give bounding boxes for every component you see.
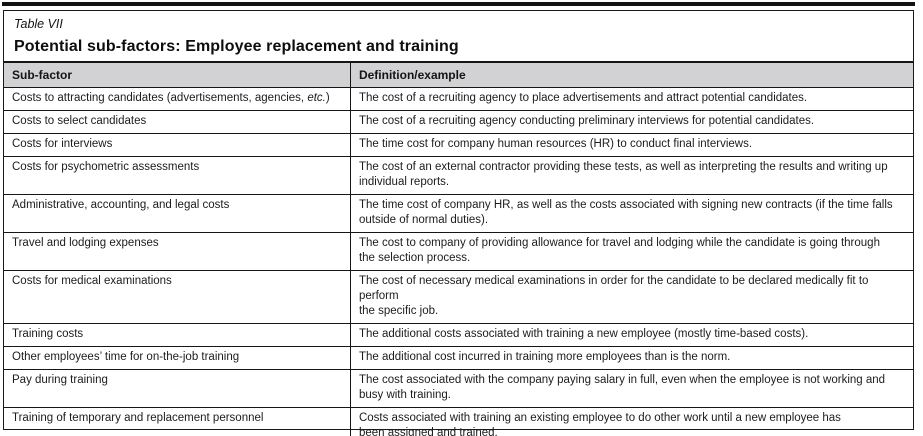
table-row: Costs for medical examinations The cost …: [4, 270, 913, 324]
table-row: Training costs The additional costs asso…: [4, 323, 913, 347]
definition-cell: The cost associated with the company pay…: [349, 369, 913, 408]
table-row: Pay during training The cost associated …: [4, 369, 913, 408]
factor-cell: Administrative, accounting, and legal co…: [4, 194, 351, 233]
definition-cell: The additional costs associated with tra…: [349, 323, 913, 347]
table-row: Costs to select candidates The cost of a…: [4, 110, 913, 134]
table-title: Potential sub-factors: Employee replacem…: [14, 38, 459, 55]
factor-cell: Other employees’ time for on-the-job tra…: [4, 346, 351, 370]
table-frame: Table VII Potential sub-factors: Employe…: [3, 10, 914, 436]
definition-cell: The cost to company of providing allowan…: [349, 232, 913, 271]
column-header-sub-factor: Sub-factor: [4, 61, 351, 88]
factor-cell: Training costs: [4, 323, 351, 347]
factor-cell: Costs to attracting candidates (advertis…: [4, 87, 351, 111]
sub-factors-table: Sub-factor Definition/example Costs to a…: [4, 61, 913, 436]
definition-cell: The time cost for company human resource…: [349, 133, 913, 157]
table-row: Travel and lodging expenses The cost to …: [4, 232, 913, 271]
table-top-rule: [2, 2, 915, 6]
factor-cell: Costs for interviews: [4, 133, 351, 157]
column-header-definition: Definition/example: [349, 61, 913, 88]
definition-cell: The cost of a recruiting agency to place…: [349, 87, 913, 111]
definition-cell: The cost of a recruiting agency conducti…: [349, 110, 913, 134]
definition-cell: Costs associated with training an existi…: [349, 407, 913, 436]
definition-cell: The cost of necessary medical examinatio…: [349, 270, 913, 324]
factor-cell: Pay during training: [4, 369, 351, 408]
factor-cell: Costs for medical examinations: [4, 270, 351, 324]
table-number-label: Table VII: [14, 17, 63, 31]
factor-cell: Travel and lodging expenses: [4, 232, 351, 271]
table-row: Training of temporary and replacement pe…: [4, 407, 913, 436]
table-row: Other employees’ time for on-the-job tra…: [4, 346, 913, 370]
table-caption: Table VII Potential sub-factors: Employe…: [4, 11, 913, 61]
definition-cell: The time cost of company HR, as well as …: [349, 194, 913, 233]
header-row: Sub-factor Definition/example: [4, 61, 913, 88]
table-row: Costs for interviews The time cost for c…: [4, 133, 913, 157]
definition-cell: The cost of an external contractor provi…: [349, 156, 913, 195]
table-body: Costs to attracting candidates (advertis…: [4, 87, 913, 436]
table-row: Costs to attracting candidates (advertis…: [4, 87, 913, 111]
factor-cell: Costs for psychometric assessments: [4, 156, 351, 195]
factor-cell: Training of temporary and replacement pe…: [4, 407, 351, 436]
table-row: Administrative, accounting, and legal co…: [4, 194, 913, 233]
definition-cell: The additional cost incurred in training…: [349, 346, 913, 370]
factor-cell: Costs to select candidates: [4, 110, 351, 134]
table-row: Costs for psychometric assessments The c…: [4, 156, 913, 195]
